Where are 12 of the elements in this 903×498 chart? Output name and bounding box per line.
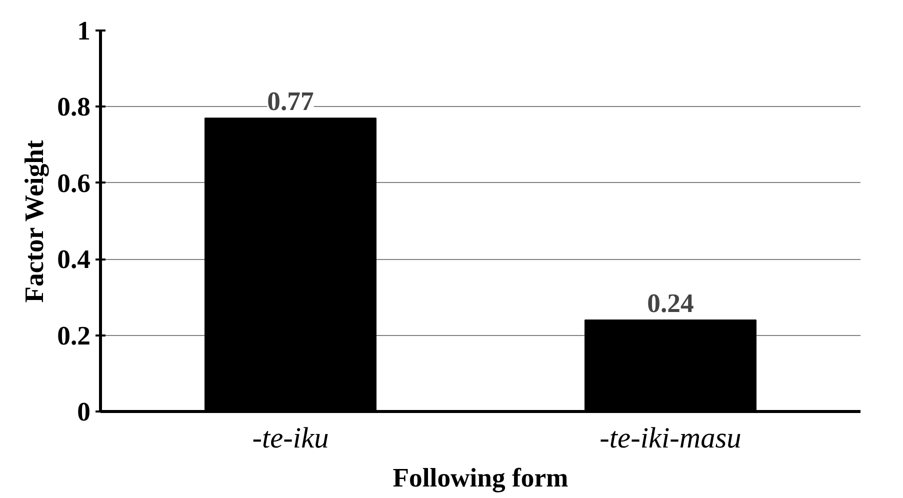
y-axis-title: Factor Weight bbox=[19, 140, 50, 303]
y-tick-label: 0.6 bbox=[57, 168, 91, 198]
y-tick-label: 0.2 bbox=[57, 320, 91, 350]
y-tick-label: 0.8 bbox=[57, 92, 91, 122]
x-axis-title: Following form bbox=[392, 462, 568, 492]
y-tick-label: 0.4 bbox=[57, 244, 91, 274]
x-tick-label: -te-iki-masu bbox=[600, 422, 742, 454]
data-label: 0.24 bbox=[647, 288, 694, 318]
data-label: 0.77 bbox=[267, 86, 314, 116]
y-tick-label: 0 bbox=[77, 396, 90, 426]
x-tick-label: -te-iku bbox=[252, 422, 329, 454]
y-tick-label: 1 bbox=[77, 16, 90, 46]
